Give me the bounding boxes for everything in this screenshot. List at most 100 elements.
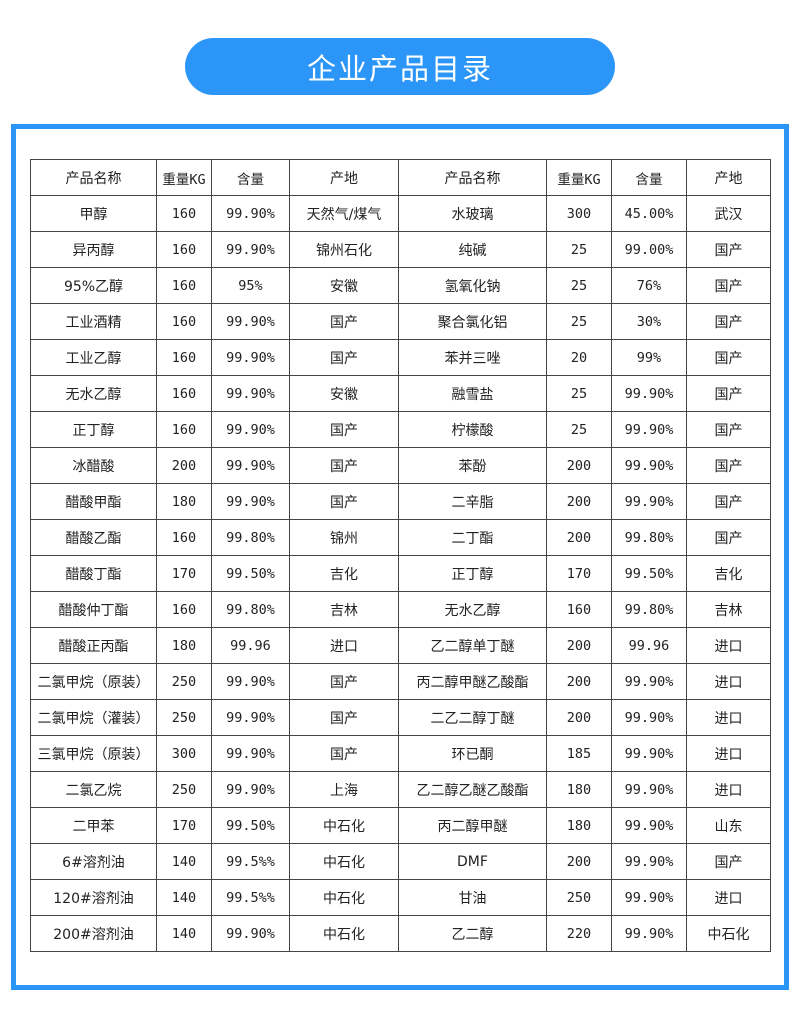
product-name-cell: 工业酒精 bbox=[30, 303, 157, 340]
weight-cell: 140 bbox=[156, 843, 212, 880]
product-name-cell: 三氯甲烷（原装） bbox=[30, 735, 157, 772]
content-cell: 99.5%% bbox=[211, 879, 290, 916]
content-cell: 99.90% bbox=[611, 771, 687, 808]
weight-cell: 180 bbox=[156, 627, 212, 664]
product-name-cell: 苯并三唑 bbox=[398, 339, 547, 376]
weight-cell: 300 bbox=[156, 735, 212, 772]
page-title: 企业产品目录 bbox=[185, 38, 615, 95]
origin-cell: 国产 bbox=[289, 483, 399, 520]
product-name-cell: 工业乙醇 bbox=[30, 339, 157, 376]
content-cell: 99.90% bbox=[611, 411, 687, 448]
product-name-cell: 纯碱 bbox=[398, 231, 547, 268]
product-name-cell: 二辛脂 bbox=[398, 483, 547, 520]
weight-cell: 160 bbox=[156, 231, 212, 268]
product-name-cell: 醋酸丁酯 bbox=[30, 555, 157, 592]
weight-cell: 25 bbox=[546, 231, 612, 268]
origin-cell: 吉林 bbox=[289, 591, 399, 628]
weight-cell: 250 bbox=[546, 879, 612, 916]
table-row: 三氯甲烷（原装） 300 99.90% 国产 环已酮 185 99.90% 进口 bbox=[30, 735, 771, 772]
table-row: 二氯乙烷 250 99.90% 上海 乙二醇乙醚乙酸酯 180 99.90% 进口 bbox=[30, 771, 771, 808]
origin-cell: 锦州 bbox=[289, 519, 399, 556]
content-cell: 99.90% bbox=[611, 735, 687, 772]
origin-cell: 中石化 bbox=[686, 915, 771, 952]
origin-cell: 中石化 bbox=[289, 843, 399, 880]
table-row: 无水乙醇 160 99.90% 安徽 融雪盐 25 99.90% 国产 bbox=[30, 375, 771, 412]
table-row: 醋酸丁酯 170 99.50% 吉化 正丁醇 170 99.50% 吉化 bbox=[30, 555, 771, 592]
content-cell: 99.50% bbox=[211, 807, 290, 844]
table-row: 120#溶剂油 140 99.5%% 中石化 甘油 250 99.90% 进口 bbox=[30, 879, 771, 916]
origin-cell: 国产 bbox=[289, 735, 399, 772]
weight-cell: 250 bbox=[156, 771, 212, 808]
content-cell: 99.90% bbox=[611, 699, 687, 736]
product-name-cell: 95%乙醇 bbox=[30, 267, 157, 304]
table-row: 甲醇 160 99.90% 天然气/煤气 水玻璃 300 45.00% 武汉 bbox=[30, 195, 771, 232]
product-name-cell: 无水乙醇 bbox=[30, 375, 157, 412]
origin-cell: 国产 bbox=[686, 483, 771, 520]
content-cell: 99.80% bbox=[611, 519, 687, 556]
content-cell: 95% bbox=[211, 267, 290, 304]
table-row: 醋酸正丙酯 180 99.96 进口 乙二醇单丁醚 200 99.96 进口 bbox=[30, 627, 771, 664]
content-cell: 99.90% bbox=[611, 915, 687, 952]
weight-cell: 200 bbox=[546, 447, 612, 484]
column-header: 含量 bbox=[211, 159, 290, 196]
product-name-cell: 6#溶剂油 bbox=[30, 843, 157, 880]
product-name-cell: 二丁酯 bbox=[398, 519, 547, 556]
weight-cell: 160 bbox=[156, 519, 212, 556]
product-name-cell: 柠檬酸 bbox=[398, 411, 547, 448]
table-row: 95%乙醇 160 95% 安徽 氢氧化钠 25 76% 国产 bbox=[30, 267, 771, 304]
content-cell: 99.90% bbox=[611, 375, 687, 412]
content-cell: 99.80% bbox=[211, 591, 290, 628]
product-name-cell: 二乙二醇丁醚 bbox=[398, 699, 547, 736]
table-row: 醋酸仲丁酯 160 99.80% 吉林 无水乙醇 160 99.80% 吉林 bbox=[30, 591, 771, 628]
content-cell: 99% bbox=[611, 339, 687, 376]
column-header: 重量KG bbox=[156, 159, 212, 196]
weight-cell: 200 bbox=[546, 843, 612, 880]
origin-cell: 国产 bbox=[686, 519, 771, 556]
table-row: 200#溶剂油 140 99.90% 中石化 乙二醇 220 99.90% 中石化 bbox=[30, 915, 771, 952]
product-name-cell: 二甲苯 bbox=[30, 807, 157, 844]
weight-cell: 200 bbox=[156, 447, 212, 484]
origin-cell: 吉林 bbox=[686, 591, 771, 628]
origin-cell: 国产 bbox=[686, 339, 771, 376]
weight-cell: 160 bbox=[156, 591, 212, 628]
origin-cell: 天然气/煤气 bbox=[289, 195, 399, 232]
content-cell: 99.90% bbox=[211, 483, 290, 520]
product-name-cell: DMF bbox=[398, 843, 547, 880]
weight-cell: 300 bbox=[546, 195, 612, 232]
weight-cell: 200 bbox=[546, 483, 612, 520]
product-name-cell: 丙二醇甲醚乙酸酯 bbox=[398, 663, 547, 700]
product-name-cell: 苯酚 bbox=[398, 447, 547, 484]
origin-cell: 吉化 bbox=[289, 555, 399, 592]
weight-cell: 160 bbox=[156, 267, 212, 304]
weight-cell: 200 bbox=[546, 627, 612, 664]
origin-cell: 国产 bbox=[289, 663, 399, 700]
content-cell: 99.50% bbox=[211, 555, 290, 592]
product-name-cell: 120#溶剂油 bbox=[30, 879, 157, 916]
product-name-cell: 醋酸仲丁酯 bbox=[30, 591, 157, 628]
product-name-cell: 正丁醇 bbox=[30, 411, 157, 448]
weight-cell: 170 bbox=[156, 807, 212, 844]
weight-cell: 170 bbox=[156, 555, 212, 592]
weight-cell: 160 bbox=[546, 591, 612, 628]
content-cell: 99.96 bbox=[611, 627, 687, 664]
table-row: 工业酒精 160 99.90% 国产 聚合氯化铝 25 30% 国产 bbox=[30, 303, 771, 340]
weight-cell: 140 bbox=[156, 915, 212, 952]
product-name-cell: 乙二醇乙醚乙酸酯 bbox=[398, 771, 547, 808]
content-cell: 99.50% bbox=[611, 555, 687, 592]
column-header: 产地 bbox=[686, 159, 771, 196]
origin-cell: 进口 bbox=[686, 735, 771, 772]
weight-cell: 180 bbox=[156, 483, 212, 520]
weight-cell: 20 bbox=[546, 339, 612, 376]
origin-cell: 武汉 bbox=[686, 195, 771, 232]
content-cell: 99.90% bbox=[211, 375, 290, 412]
weight-cell: 25 bbox=[546, 411, 612, 448]
origin-cell: 进口 bbox=[686, 699, 771, 736]
content-cell: 99.90% bbox=[211, 303, 290, 340]
product-name-cell: 醋酸正丙酯 bbox=[30, 627, 157, 664]
weight-cell: 25 bbox=[546, 375, 612, 412]
origin-cell: 国产 bbox=[686, 411, 771, 448]
content-cell: 99.80% bbox=[211, 519, 290, 556]
product-name-cell: 异丙醇 bbox=[30, 231, 157, 268]
origin-cell: 中石化 bbox=[289, 879, 399, 916]
content-cell: 76% bbox=[611, 267, 687, 304]
